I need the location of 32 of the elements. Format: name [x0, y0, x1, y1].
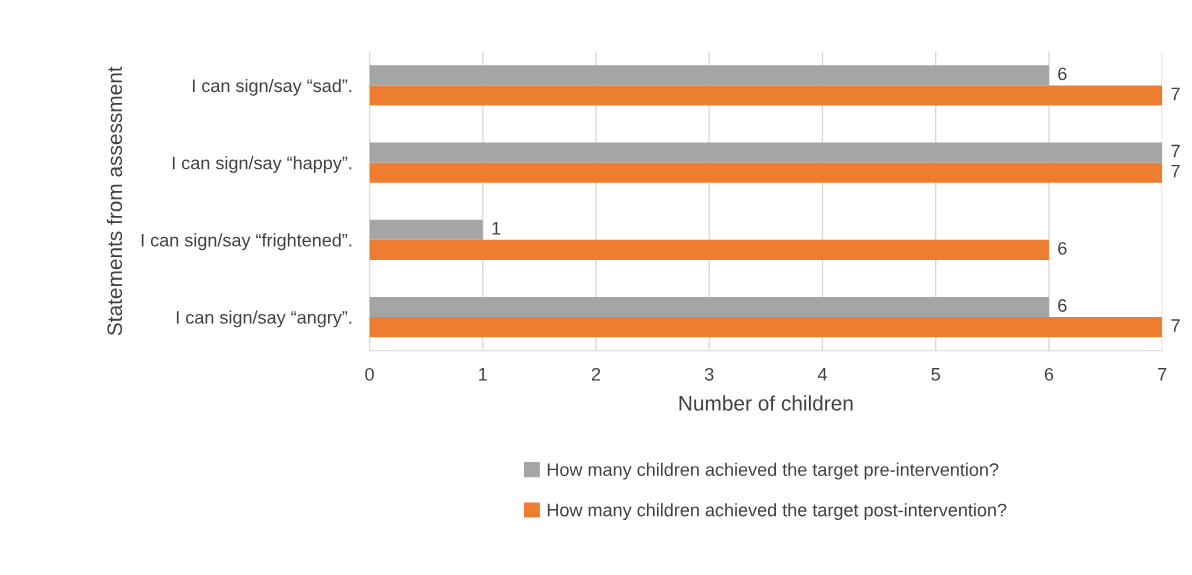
data-label: 7 [1171, 87, 1180, 101]
bar [369, 317, 1163, 338]
x-axis-title: Number of children [679, 395, 853, 411]
bar [369, 142, 1163, 163]
legend-label: How many children achieved the target post-intervention? [547, 503, 1007, 521]
data-label: 7 [1171, 319, 1180, 332]
x-tick-label: 2 [591, 367, 601, 381]
y-tick-label: I can sign/say “angry”. [176, 310, 352, 328]
data-label: 7 [1171, 164, 1180, 178]
y-tick-label: I can sign/say “sad”. [192, 78, 352, 96]
data-label: 6 [1058, 67, 1067, 81]
legend-label: How many children achieved the target pre-intervention? [547, 462, 999, 480]
bar [369, 297, 1049, 318]
y-tick-label: I can sign/say “happy”. [172, 156, 352, 173]
bar [369, 162, 1163, 183]
x-tick-label: 4 [817, 368, 827, 381]
bar [369, 219, 483, 240]
data-label: 6 [1058, 241, 1067, 255]
x-tick-label: 0 [365, 367, 374, 381]
x-tick-label: 1 [479, 368, 487, 381]
y-tick-label: I can sign/say “frightened”. [141, 233, 352, 251]
bar [369, 85, 1163, 106]
x-tick-label: 5 [931, 368, 940, 381]
data-label: 6 [1058, 299, 1067, 312]
bar [369, 239, 1049, 260]
x-tick-label: 6 [1044, 367, 1054, 381]
x-tick-label: 3 [704, 367, 714, 381]
x-tick-label: 7 [1158, 368, 1167, 381]
bar [369, 65, 1049, 86]
data-label: 7 [1171, 144, 1180, 158]
data-label: 1 [492, 222, 501, 235]
y-axis-title: Statements from assessment [106, 66, 123, 336]
